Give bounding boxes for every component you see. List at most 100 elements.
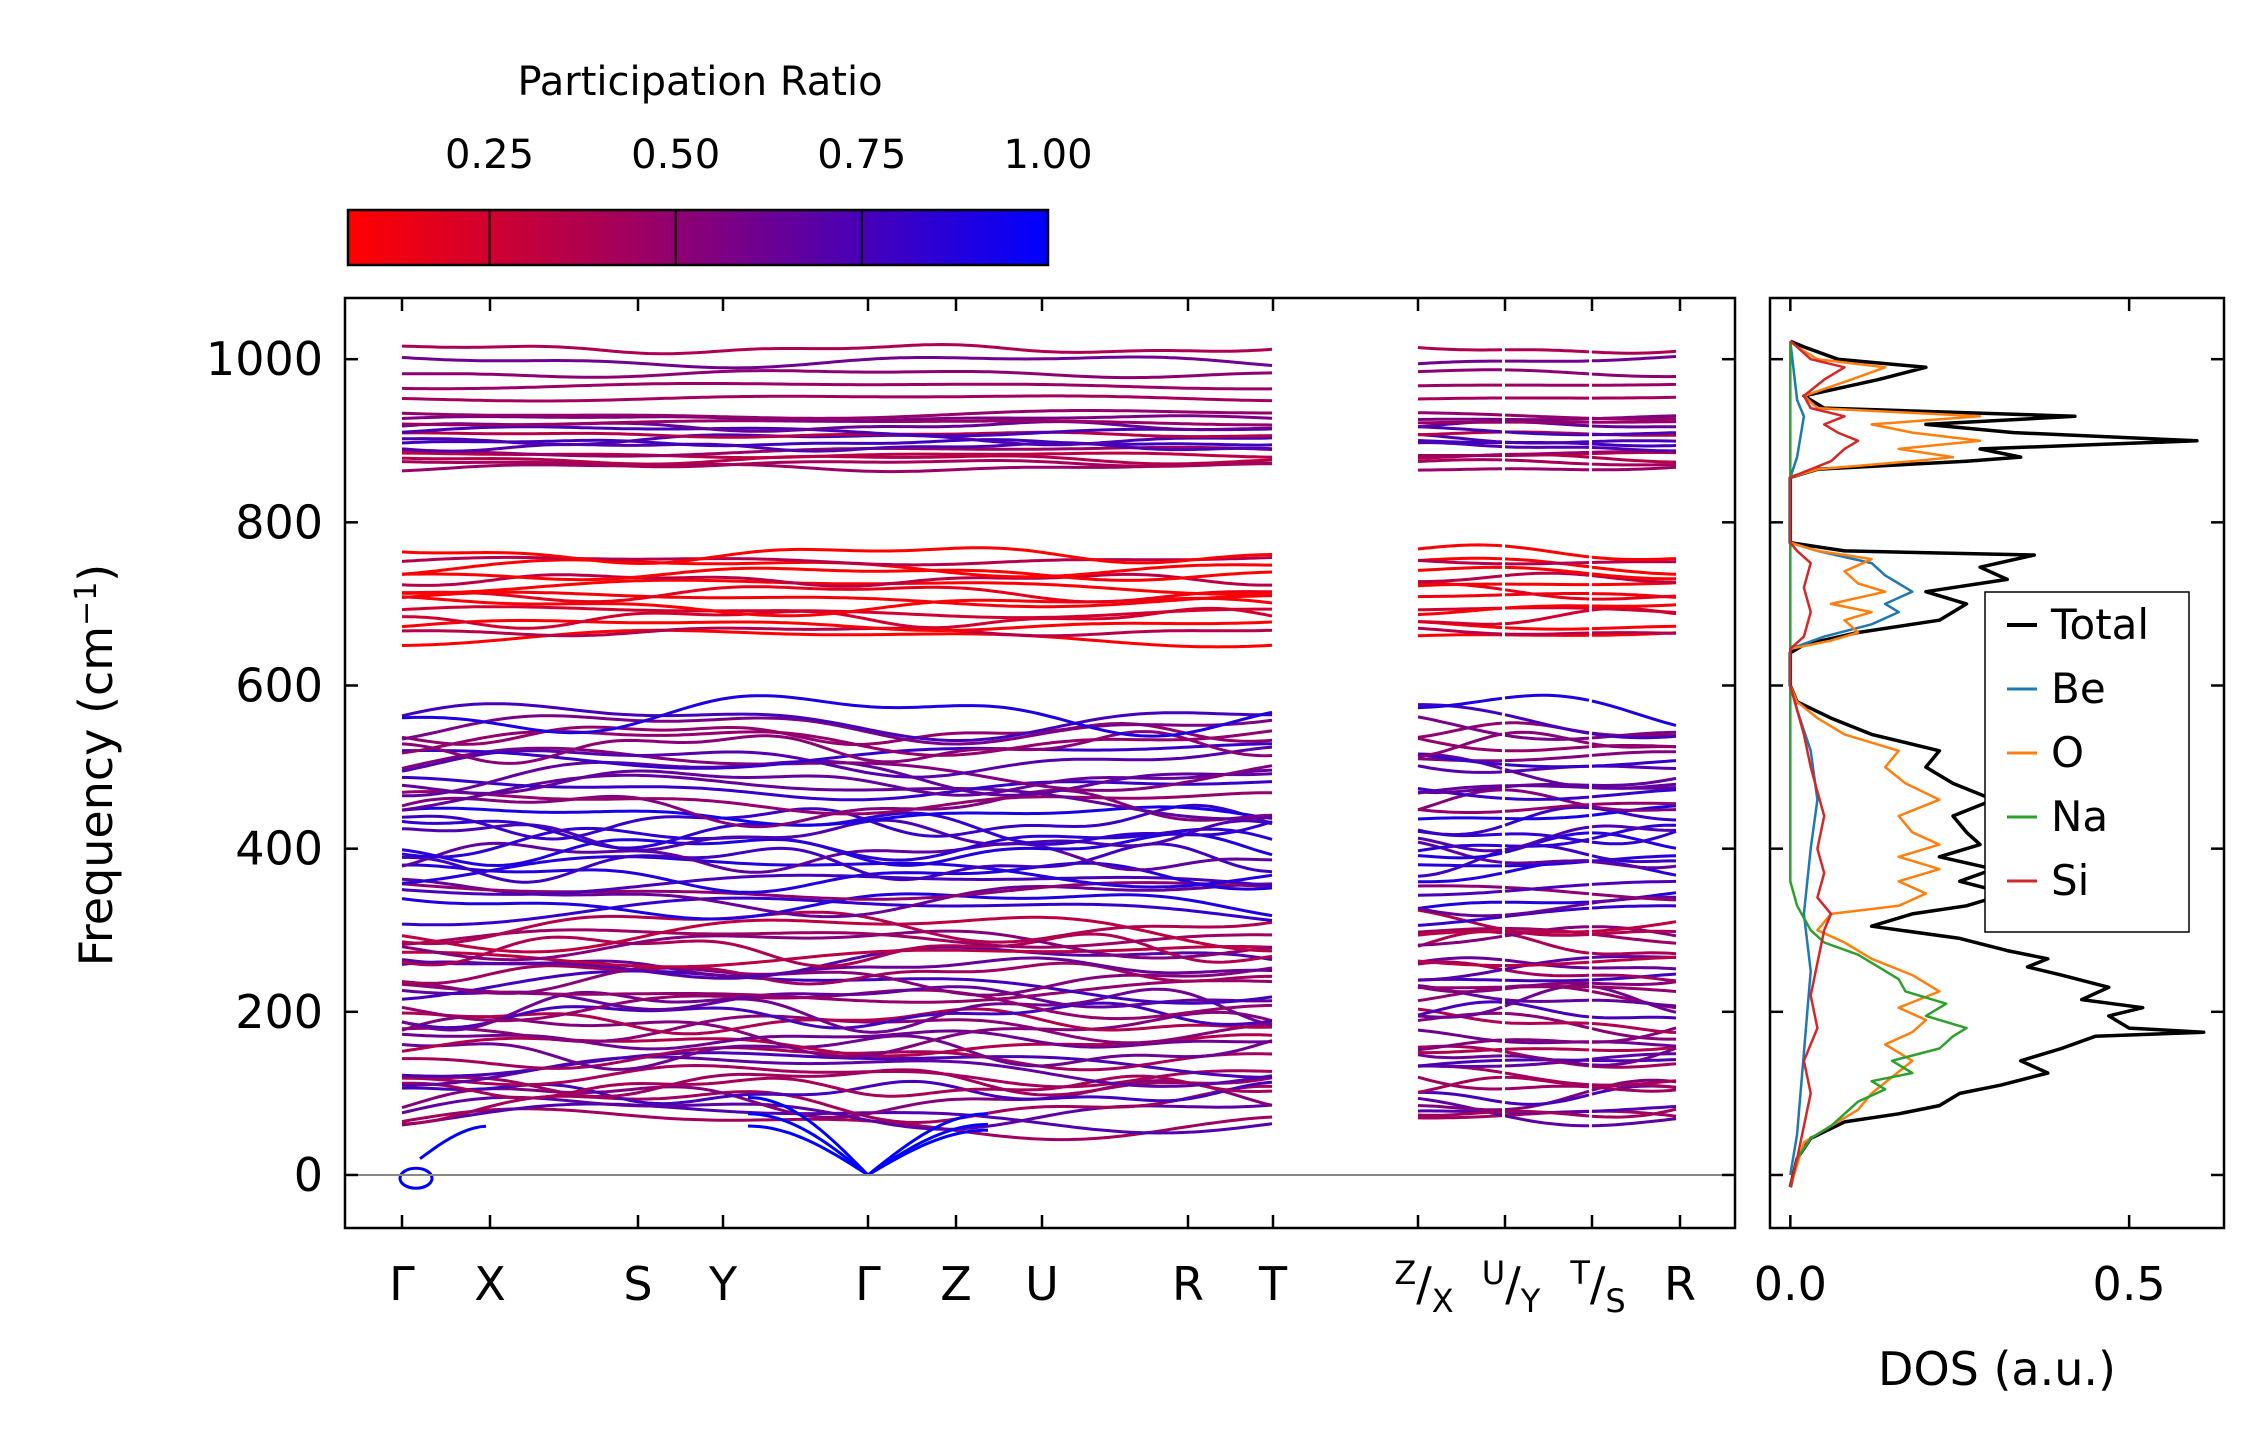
band-line [1504,1054,1590,1067]
band-line [1417,956,1503,964]
band-line [401,1007,1273,1036]
band-line [1591,985,1677,993]
band-line [1592,395,1677,400]
band-line [1591,955,1677,964]
band-line [1591,416,1677,421]
band-line [1417,985,1503,994]
band-line [1418,411,1503,417]
band-line [401,745,1273,779]
kpoint-label-gamma2: Γ [855,1257,881,1311]
band-line [1591,920,1677,933]
band-line [1591,424,1676,429]
band-line [1417,1058,1503,1068]
band-line [1591,560,1676,564]
band-line [1418,985,1503,990]
band-line [1504,900,1590,905]
band-line [1417,900,1503,910]
band-line [401,414,1273,423]
band-line [1417,441,1503,449]
band-line [401,873,1273,896]
band-line [1417,439,1502,445]
band-line [1504,588,1590,601]
band-line [401,945,1273,980]
kpoint-label-sup: Z [1394,1254,1416,1292]
band-line [1504,981,1590,991]
band-line [1417,840,1503,864]
kpoint-label-y: Y [708,1257,738,1311]
band-line [1505,859,1590,868]
band-line [1591,932,1677,945]
band-line [401,965,1273,997]
band-line [1504,1084,1590,1091]
band-line [1417,458,1503,463]
band-line [401,826,1273,862]
band-line [1591,929,1677,936]
band-line [1417,1047,1503,1055]
band-line [401,730,1273,765]
band-line [1591,574,1677,584]
band-line [1592,382,1677,387]
band-line [1505,582,1589,587]
band-line [401,618,1273,632]
band-line [1417,926,1502,934]
band-line [1417,721,1503,739]
band-line [1591,372,1677,379]
acoustic-band [867,1122,989,1177]
band-line [1417,915,1503,927]
band-line [1417,871,1503,884]
dos-x-tick-label: 0.0 [1754,1257,1827,1311]
band-line [1504,825,1590,852]
band-line [1417,785,1503,795]
band-line [401,355,1273,370]
band-line [401,915,1273,954]
band-line [1504,733,1590,741]
band-y-tick-label: 400 [235,822,323,876]
band-line [1417,1005,1503,1019]
band-line [1417,430,1502,437]
band-line [1417,889,1503,897]
acoustic-band [747,1112,869,1177]
band-line [1504,445,1590,449]
band-line [1417,715,1503,737]
band-line [401,811,1273,850]
band-line [1417,606,1503,617]
band-line [401,987,1273,1034]
band-line [1591,572,1676,581]
band-line [1417,1075,1503,1094]
band-line [1504,859,1590,865]
band-line [1591,1105,1677,1113]
band-line [1591,624,1677,631]
band-line [1504,693,1590,702]
band-line [1591,776,1677,788]
band-line [1591,1015,1677,1020]
band-line [1504,998,1590,1003]
band-line [1591,854,1676,864]
band-line [1504,368,1590,376]
band-line [1591,442,1677,448]
dos-panel: 0.0 0.5 DOS (a.u.) Total Be O Na Si [1754,296,2226,1396]
colorbar-tick-label: 0.25 [445,132,534,178]
legend-label-be: Be [2051,664,2106,713]
band-line [1504,571,1590,578]
kpoint-label-slash: / [1416,1257,1432,1311]
band-line [402,369,1273,380]
band-y-tick-label: 200 [235,985,323,1039]
colorbar-title: Participation Ratio [517,59,882,105]
band-line [1417,1110,1503,1117]
band-line [1417,851,1503,860]
band-line [1591,973,1677,983]
band-line [1504,592,1589,597]
band-line [1504,1012,1590,1030]
kpoint-label-s: S [623,1257,652,1311]
band-line [1504,978,1590,983]
band-line [1504,440,1590,445]
band-line [1417,696,1503,710]
colorbar-tick-label: 1.00 [1003,132,1092,178]
band-line [401,605,1272,620]
band-line [1504,1109,1590,1118]
band-line [402,585,1273,604]
dos-x-axis-title: DOS (a.u.) [1878,1342,2116,1396]
band-line [1504,430,1589,437]
dos-line-si [1789,340,1860,1188]
band-line [401,932,1273,968]
